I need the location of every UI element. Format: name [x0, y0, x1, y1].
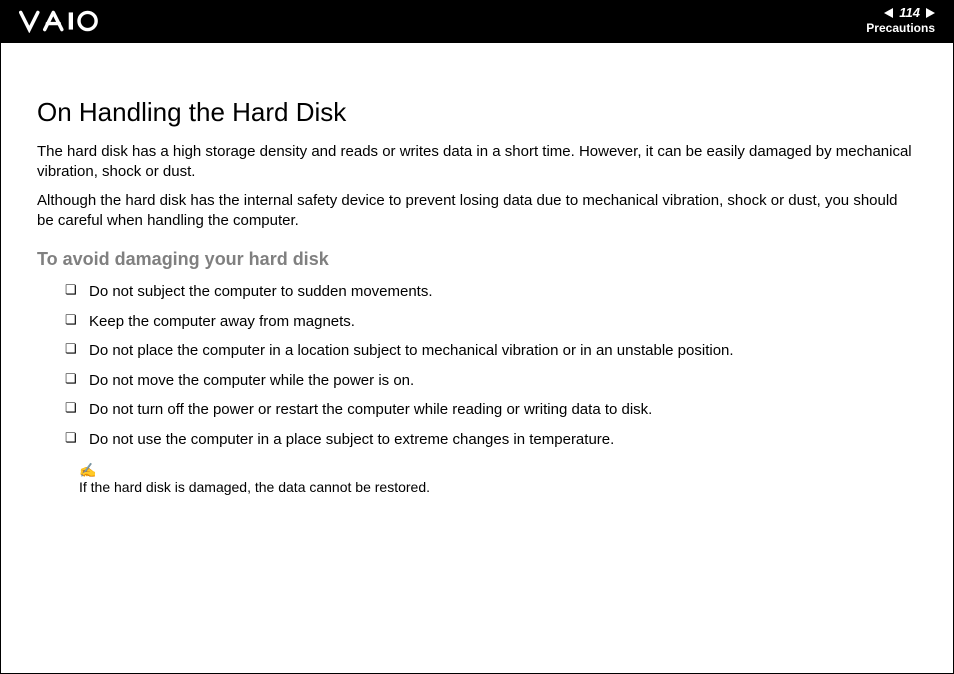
- list-item: Keep the computer away from magnets.: [65, 312, 917, 332]
- page-nav: 114 Precautions: [866, 5, 935, 35]
- page-number: 114: [897, 5, 922, 20]
- page-title: On Handling the Hard Disk: [37, 97, 917, 128]
- list-item: Do not turn off the power or restart the…: [65, 400, 917, 420]
- vaio-logo: [19, 9, 139, 33]
- next-page-arrow[interactable]: [926, 8, 935, 18]
- bullet-list: Do not subject the computer to sudden mo…: [37, 282, 917, 449]
- list-item: Do not use the computer in a place subje…: [65, 430, 917, 450]
- subtitle: To avoid damaging your hard disk: [37, 249, 917, 270]
- section-name: Precautions: [866, 21, 935, 35]
- list-item: Do not place the computer in a location …: [65, 341, 917, 361]
- note-block: ✍ If the hard disk is damaged, the data …: [37, 463, 917, 497]
- note-text: If the hard disk is damaged, the data ca…: [79, 479, 430, 495]
- header-bar: 114 Precautions: [1, 1, 953, 43]
- intro-para-1: The hard disk has a high storage density…: [37, 142, 917, 183]
- list-item: Do not move the computer while the power…: [65, 371, 917, 391]
- list-item: Do not subject the computer to sudden mo…: [65, 282, 917, 302]
- pencil-icon: ✍: [79, 463, 917, 477]
- content-area: On Handling the Hard Disk The hard disk …: [1, 43, 953, 517]
- intro-para-2: Although the hard disk has the internal …: [37, 191, 917, 232]
- prev-page-arrow[interactable]: [884, 8, 893, 18]
